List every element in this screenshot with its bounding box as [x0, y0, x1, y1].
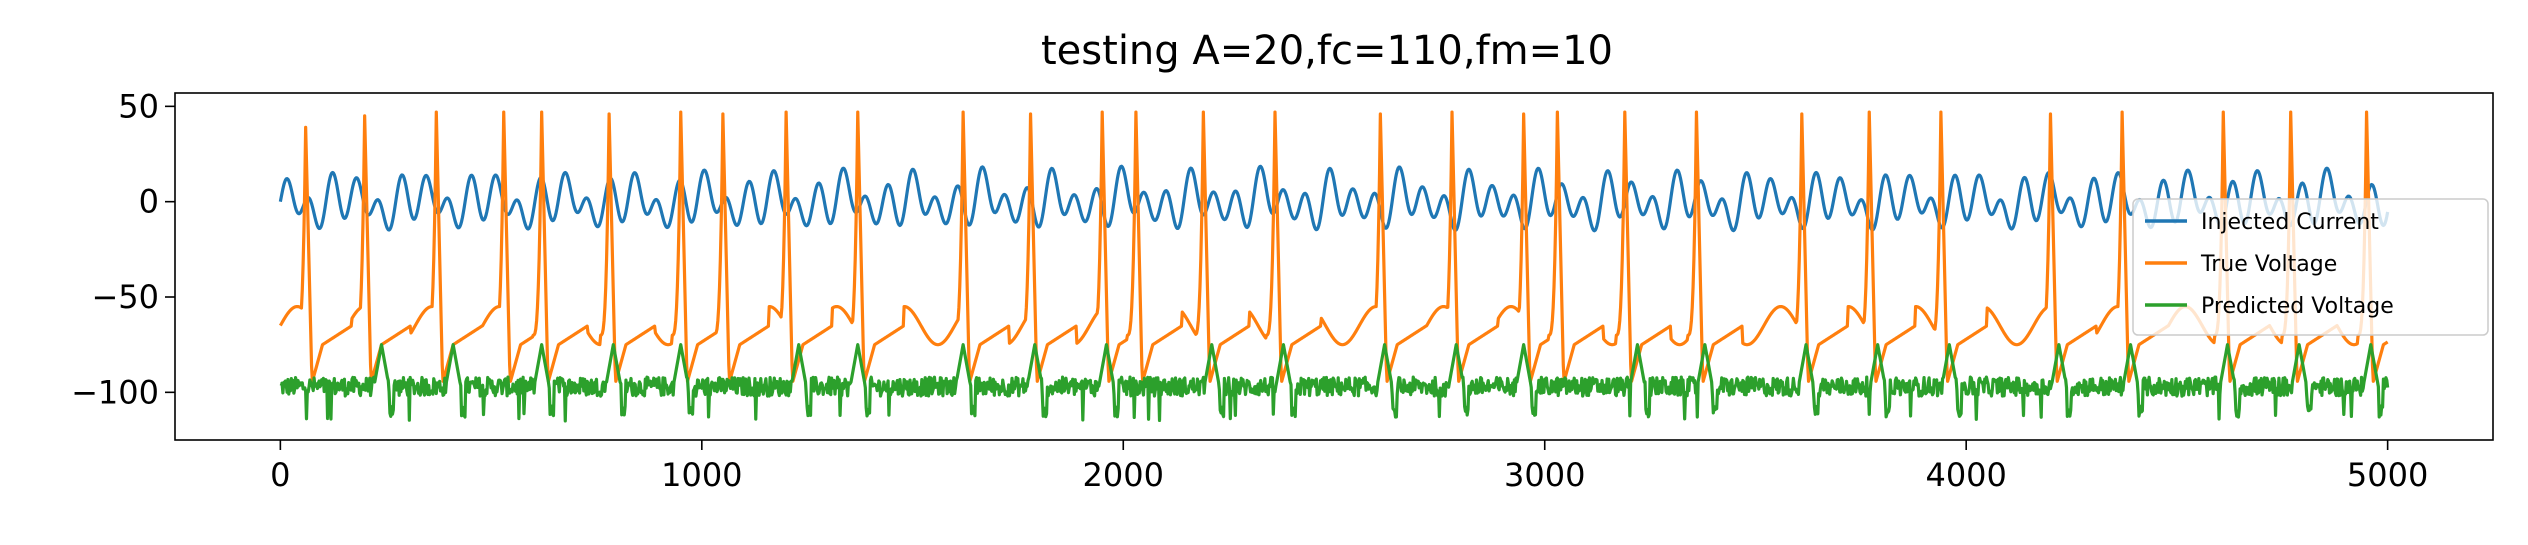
chart-title: testing A=20,fc=110,fm=10 — [1041, 28, 1613, 74]
y-tick-label: 0 — [139, 183, 159, 221]
legend: Injected Current True Voltage Predicted Vo… — [2133, 199, 2488, 335]
x-tick-label: 1000 — [661, 456, 742, 494]
legend-label: Injected Current — [2201, 210, 2379, 235]
y-tick-label: −50 — [91, 278, 159, 316]
x-tick-label: 2000 — [1083, 456, 1164, 494]
legend-label: True Voltage — [2200, 252, 2337, 277]
y-tick-label: 50 — [118, 87, 159, 125]
x-tick-label: 5000 — [2347, 456, 2428, 494]
y-tick-label: −100 — [71, 373, 159, 411]
x-tick-label: 4000 — [1925, 456, 2006, 494]
x-tick-label: 3000 — [1504, 456, 1585, 494]
x-tick-label: 0 — [270, 456, 290, 494]
legend-label: Predicted Voltage — [2201, 294, 2394, 319]
